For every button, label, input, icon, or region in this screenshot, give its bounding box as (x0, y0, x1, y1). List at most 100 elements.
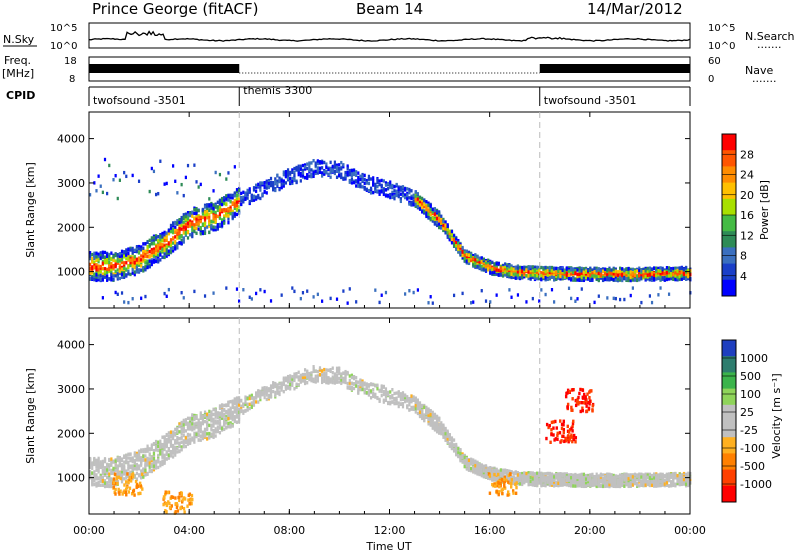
power-cell (561, 275, 564, 280)
velocity-cell (148, 447, 151, 451)
power-cell (293, 178, 296, 183)
velocity-cell (235, 405, 239, 409)
power-cell (623, 272, 626, 276)
velocity-cell (184, 444, 187, 449)
power-cell (163, 233, 166, 238)
power-cell (416, 201, 419, 205)
power-cell (557, 275, 560, 280)
power-cell (240, 202, 243, 206)
power-cell (414, 196, 417, 201)
power-cell (529, 269, 532, 273)
velocity-cell (206, 416, 209, 420)
power-cell (231, 201, 234, 206)
power-cell (331, 164, 334, 169)
power-cell (97, 271, 100, 275)
velocity-cell (391, 400, 394, 404)
power-cell (184, 225, 187, 229)
velocity-cell (269, 386, 273, 391)
power-cell (223, 198, 226, 203)
velocity-cell (225, 415, 228, 419)
velocity-cell (101, 483, 104, 487)
velocity-cell (286, 374, 290, 379)
velocity-cell (374, 395, 377, 399)
power-cell (257, 193, 260, 198)
velocity-cell (172, 455, 175, 459)
power-cell (267, 181, 270, 186)
power-cell (140, 264, 143, 268)
power-cell (480, 288, 483, 293)
power-cell (423, 198, 426, 202)
power-cell (233, 191, 236, 195)
velocity-cell (344, 377, 347, 382)
velocity-cell (203, 410, 207, 414)
power-cell (95, 268, 98, 272)
velocity-cell (327, 368, 330, 372)
nsky-label: N.Sky (3, 33, 35, 46)
power-cell (601, 269, 605, 273)
velocity-cell (310, 375, 313, 379)
velocity-cell (129, 452, 132, 456)
velocity-cell (123, 455, 126, 459)
power-cell (606, 268, 609, 272)
power-cell (501, 266, 505, 270)
velocity-cell (267, 395, 270, 400)
velocity-cell (125, 457, 128, 461)
velocity-cell (148, 465, 151, 469)
velocity-cell (108, 472, 111, 476)
velocity-cell (114, 468, 117, 472)
power-cell (272, 181, 275, 185)
power-cell (161, 247, 164, 251)
velocity-cell (180, 436, 183, 440)
power-cell (255, 197, 258, 201)
power-cell (186, 218, 190, 223)
power-cell (152, 258, 156, 262)
power-cell (259, 183, 262, 187)
power-cell (89, 266, 92, 270)
power-cell (331, 169, 334, 173)
velocity-cell (191, 417, 194, 421)
power-cell (91, 260, 94, 264)
velocity-cell (172, 446, 175, 451)
power-cell (576, 278, 579, 282)
velocity-cell (303, 376, 307, 380)
velocity-cell (206, 420, 209, 425)
power-cell (91, 252, 94, 257)
velocity-cell (220, 414, 224, 418)
velocity-cell (255, 391, 258, 395)
power-cell (295, 168, 298, 172)
power-cell (157, 235, 160, 239)
power-cell (193, 223, 196, 227)
power-cell (146, 262, 149, 266)
power-cell (465, 259, 468, 263)
power-cell (510, 295, 513, 299)
power-cell (599, 271, 603, 276)
velocity-cell (203, 427, 207, 432)
power-cell (661, 271, 664, 275)
velocity-cell (91, 483, 94, 487)
power-cell (527, 276, 530, 281)
velocity-cell (89, 470, 92, 474)
velocity-cell (206, 427, 209, 432)
power-cell (676, 269, 679, 274)
velocity-cell (316, 378, 319, 382)
power-cell (395, 189, 398, 193)
power-cell (665, 275, 669, 279)
velocity-cell (118, 460, 121, 464)
power-cell (123, 275, 126, 280)
velocity-cell (95, 464, 98, 468)
velocity-cell (263, 388, 266, 392)
velocity-cell (231, 405, 234, 410)
power-cell (531, 265, 534, 269)
velocity-cell (137, 454, 141, 458)
power-cell (508, 265, 511, 269)
velocity-cell (363, 388, 366, 392)
velocity-cell (263, 386, 266, 390)
power-cell (429, 204, 432, 209)
velocity-cell (278, 386, 281, 390)
velocity-cell (208, 409, 211, 414)
power-cell (440, 225, 443, 230)
power-cell (167, 229, 170, 233)
power-cell (231, 196, 234, 200)
power-cell (237, 196, 241, 201)
power-cell (184, 231, 187, 236)
